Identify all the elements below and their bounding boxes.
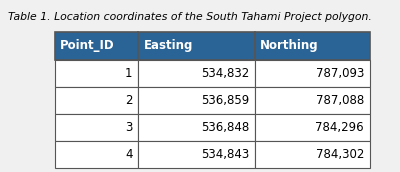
Text: 3: 3 bbox=[125, 121, 132, 134]
Bar bbox=[255, 141, 370, 168]
Bar bbox=[138, 114, 255, 141]
Text: Point_ID: Point_ID bbox=[60, 40, 115, 52]
Bar bbox=[255, 87, 370, 114]
Text: 784,296: 784,296 bbox=[315, 121, 364, 134]
Text: 4: 4 bbox=[125, 148, 132, 161]
Bar bbox=[255, 32, 370, 60]
Bar bbox=[55, 141, 138, 168]
Text: Northing: Northing bbox=[260, 40, 319, 52]
Bar bbox=[138, 60, 255, 87]
Bar bbox=[138, 87, 255, 114]
Bar bbox=[255, 60, 370, 87]
Text: 787,088: 787,088 bbox=[316, 94, 364, 107]
Bar bbox=[138, 32, 255, 60]
Text: 1: 1 bbox=[125, 67, 132, 80]
Text: 536,848: 536,848 bbox=[201, 121, 249, 134]
Text: Table 1. Location coordinates of the South Tahami Project polygon.: Table 1. Location coordinates of the Sou… bbox=[8, 12, 372, 22]
Bar bbox=[55, 114, 138, 141]
Bar bbox=[255, 114, 370, 141]
Text: 2: 2 bbox=[125, 94, 132, 107]
Text: Easting: Easting bbox=[144, 40, 193, 52]
Bar bbox=[55, 87, 138, 114]
Text: 787,093: 787,093 bbox=[316, 67, 364, 80]
Text: 534,832: 534,832 bbox=[201, 67, 249, 80]
Text: 784,302: 784,302 bbox=[316, 148, 364, 161]
Text: 534,843: 534,843 bbox=[201, 148, 249, 161]
Text: 536,859: 536,859 bbox=[201, 94, 249, 107]
Bar bbox=[55, 60, 138, 87]
Bar bbox=[138, 141, 255, 168]
Bar bbox=[55, 32, 138, 60]
